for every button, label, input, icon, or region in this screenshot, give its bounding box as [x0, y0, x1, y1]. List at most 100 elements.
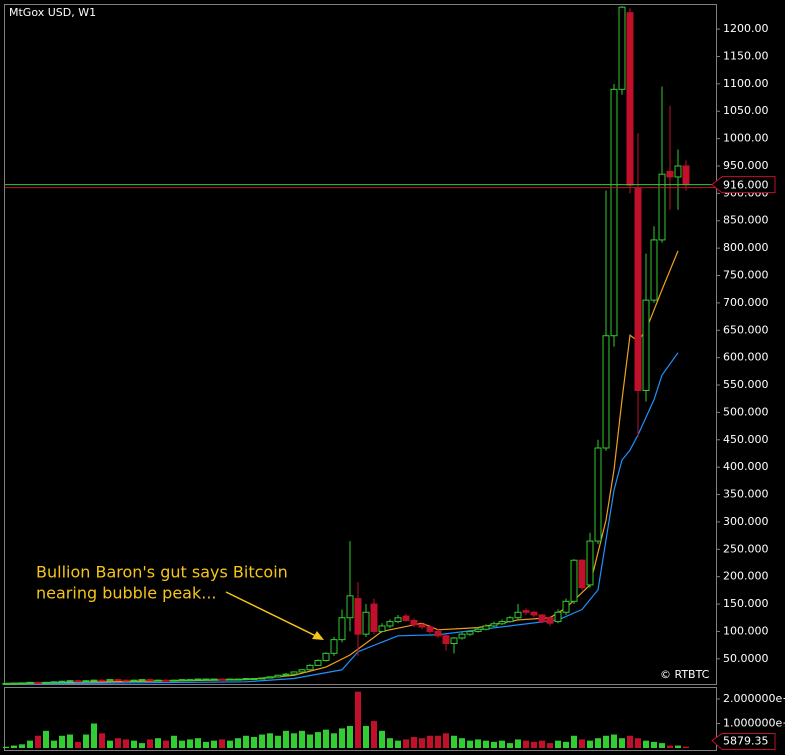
- price-label-box: [711, 176, 776, 194]
- volume-bar: [355, 691, 361, 748]
- candle-body: [274, 674, 282, 678]
- candle-body: [602, 335, 610, 449]
- volume-bar: [683, 746, 689, 748]
- volume-bar: [243, 735, 249, 748]
- candle-body: [498, 621, 506, 625]
- y-tick-label: 650.000: [723, 323, 769, 336]
- volume-bar: [419, 738, 425, 748]
- volume-bar: [483, 740, 489, 748]
- volume-bar: [3, 746, 9, 748]
- volume-bar: [227, 740, 233, 748]
- volume-bar: [195, 738, 201, 748]
- y-tick-label: 200.000: [723, 570, 769, 583]
- candle-body: [314, 659, 322, 666]
- y-tick-label: 1200.00: [723, 22, 769, 35]
- volume-bar: [643, 740, 649, 748]
- candle-body: [186, 679, 194, 682]
- volume-bar: [291, 733, 297, 748]
- plot-layer: [2, 6, 690, 748]
- candle-body: [58, 680, 66, 683]
- y-tick-label: 400.000: [723, 460, 769, 473]
- candle-body: [546, 617, 554, 624]
- candle-body: [234, 678, 242, 681]
- candle-body: [290, 671, 298, 675]
- volume-bar: [555, 740, 561, 748]
- candle-body: [450, 637, 458, 644]
- volume-bar: [491, 741, 497, 748]
- candle-body: [346, 595, 354, 619]
- candle-body: [282, 673, 290, 676]
- candle-body: [338, 617, 346, 641]
- candle-body: [146, 679, 154, 682]
- volume-bar: [515, 739, 521, 748]
- candle-body: [218, 678, 226, 681]
- volume-bar: [19, 744, 25, 748]
- volume-bar: [459, 738, 465, 748]
- candle-body: [130, 679, 138, 682]
- volume-bar: [427, 735, 433, 748]
- y-tick-label: 1000.00: [723, 132, 769, 145]
- volume-bar: [579, 739, 585, 748]
- volume-y-tick-label: 1.000000e+: [723, 717, 785, 730]
- candle-body: [66, 680, 74, 683]
- volume-bar: [371, 721, 377, 748]
- candle-body: [330, 639, 338, 654]
- candle-body: [210, 678, 218, 681]
- annotation-arrowhead: [312, 631, 324, 640]
- candle-body: [194, 678, 202, 681]
- volume-bar: [251, 736, 257, 748]
- volume-bar: [43, 730, 49, 748]
- candle-body: [666, 170, 674, 178]
- candle-body: [562, 600, 570, 613]
- volume-bar: [131, 740, 137, 748]
- volume-bar: [379, 730, 385, 748]
- volume-bar: [179, 740, 185, 748]
- volume-bar: [411, 736, 417, 748]
- volume-bar: [211, 740, 217, 748]
- volume-bar: [331, 733, 337, 748]
- candle-body: [122, 679, 130, 682]
- volume-bar: [283, 730, 289, 748]
- candle-body: [378, 625, 386, 632]
- annotation: Bullion Baron's gut says Bitcoin: [36, 563, 288, 582]
- candle-body: [250, 678, 258, 681]
- volume-bar: [259, 734, 265, 748]
- volume-bar: [99, 733, 105, 748]
- candle-body: [418, 624, 426, 628]
- y-tick-label: 100.000: [723, 624, 769, 637]
- candle-body: [658, 173, 666, 241]
- candle-body: [426, 626, 434, 632]
- volume-bar: [667, 745, 673, 748]
- candle-body: [586, 540, 594, 586]
- volume-bar: [163, 740, 169, 748]
- candle-body: [178, 679, 186, 682]
- volume-bar: [547, 743, 553, 748]
- volume-y-tick-label: 2.000000e+: [723, 692, 785, 705]
- candle-body: [458, 633, 466, 639]
- candle-body: [530, 611, 538, 616]
- candle-body: [258, 677, 266, 680]
- candle-body: [34, 681, 42, 684]
- volume-bar: [467, 740, 473, 748]
- candle-body: [554, 611, 562, 623]
- candle-body: [2, 682, 10, 685]
- volume-bar: [83, 734, 89, 748]
- volume-bar: [323, 729, 329, 748]
- volume-bar: [619, 738, 625, 748]
- volume-panel: [4, 687, 717, 751]
- volume-bar: [27, 740, 33, 748]
- candle-body: [522, 610, 530, 613]
- volume-bar: [203, 741, 209, 748]
- candle-body: [402, 615, 410, 621]
- volume-bar: [11, 745, 17, 748]
- candle-body: [482, 625, 490, 630]
- candle-body: [242, 678, 250, 681]
- volume-bar: [443, 733, 449, 748]
- candle-body: [370, 603, 378, 632]
- volume-bar: [307, 734, 313, 748]
- moving-average: [5, 352, 679, 685]
- volume-bar: [363, 725, 369, 748]
- volume-bar: [75, 741, 81, 748]
